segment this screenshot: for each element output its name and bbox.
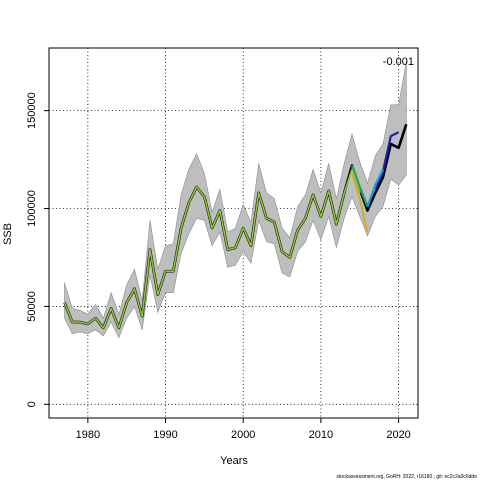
series-layer [63, 123, 408, 330]
y-axis-title: SSB [2, 223, 14, 245]
series-line-1 [374, 131, 400, 190]
confidence-band [64, 61, 407, 339]
grid [49, 48, 418, 418]
plot-frame [48, 47, 419, 419]
series-line-5 [351, 173, 369, 233]
x-tick-label: 1990 [153, 429, 177, 441]
series-line-3 [350, 165, 369, 208]
x-axis-title: Years [220, 455, 248, 467]
x-tick-label: 1980 [76, 429, 100, 441]
y-tick-label: 100000 [26, 190, 38, 227]
footer-credit: stockassessment.org, GoRH: 2022, r16180 … [336, 474, 477, 480]
mohns-rho-label: -0.001 [383, 56, 414, 68]
x-tick-label: 2020 [386, 429, 410, 441]
confidence-band-layer [64, 61, 407, 339]
x-tick-label: 2000 [231, 429, 255, 441]
y-tick-label: 50000 [26, 291, 38, 322]
axes: 1980 1990 2000 2010 2020 0 50000 100000 150000 [26, 92, 411, 441]
y-tick-label: 0 [26, 401, 38, 407]
y-tick-label: 150000 [26, 92, 38, 129]
x-tick-label: 2010 [309, 429, 333, 441]
series-line-4 [63, 168, 361, 329]
series-line-2 [366, 168, 384, 207]
